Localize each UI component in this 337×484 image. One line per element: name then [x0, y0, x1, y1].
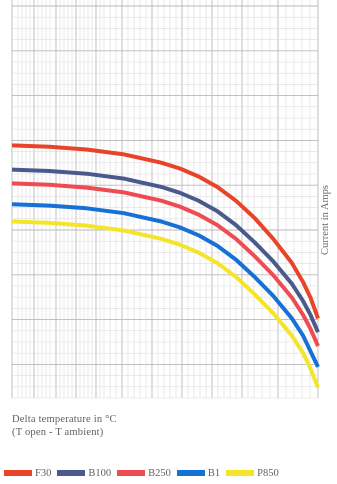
legend-item-f30: F30 — [4, 468, 51, 479]
legend-label: P850 — [257, 467, 279, 479]
series-line-b100 — [11, 167, 320, 333]
legend-swatch — [176, 470, 205, 476]
chart-series — [11, 143, 320, 389]
legend-label: B1 — [207, 467, 221, 479]
legend-item-b1: B1 — [176, 467, 221, 479]
y-axis-label: Current in Amps — [320, 185, 331, 255]
series-line-b1 — [11, 202, 320, 368]
series-line-p850 — [11, 219, 320, 389]
x-axis-label-line1: Delta temperature in °C — [12, 414, 117, 425]
legend-item-b250: B250 — [117, 468, 171, 479]
legend-item-p850: P850 — [226, 468, 279, 479]
legend-item-b100: B100 — [57, 468, 111, 479]
legend-label: B100 — [88, 467, 112, 479]
legend: F30 B100 B250 B1 P850 — [4, 466, 336, 480]
x-axis-label: Delta temperature in °C (T open - T ambi… — [12, 413, 252, 439]
legend-swatch — [226, 470, 255, 476]
legend-swatch — [117, 470, 146, 476]
x-axis-label-line2: (T open - T ambient) — [12, 427, 104, 438]
legend-swatch — [57, 470, 86, 476]
series-line-f30 — [11, 143, 320, 320]
series-line-b250 — [11, 181, 320, 347]
legend-label: F30 — [35, 467, 52, 479]
legend-label: B250 — [148, 467, 171, 479]
chart-grid — [11, 0, 319, 399]
legend-swatch — [4, 470, 32, 476]
